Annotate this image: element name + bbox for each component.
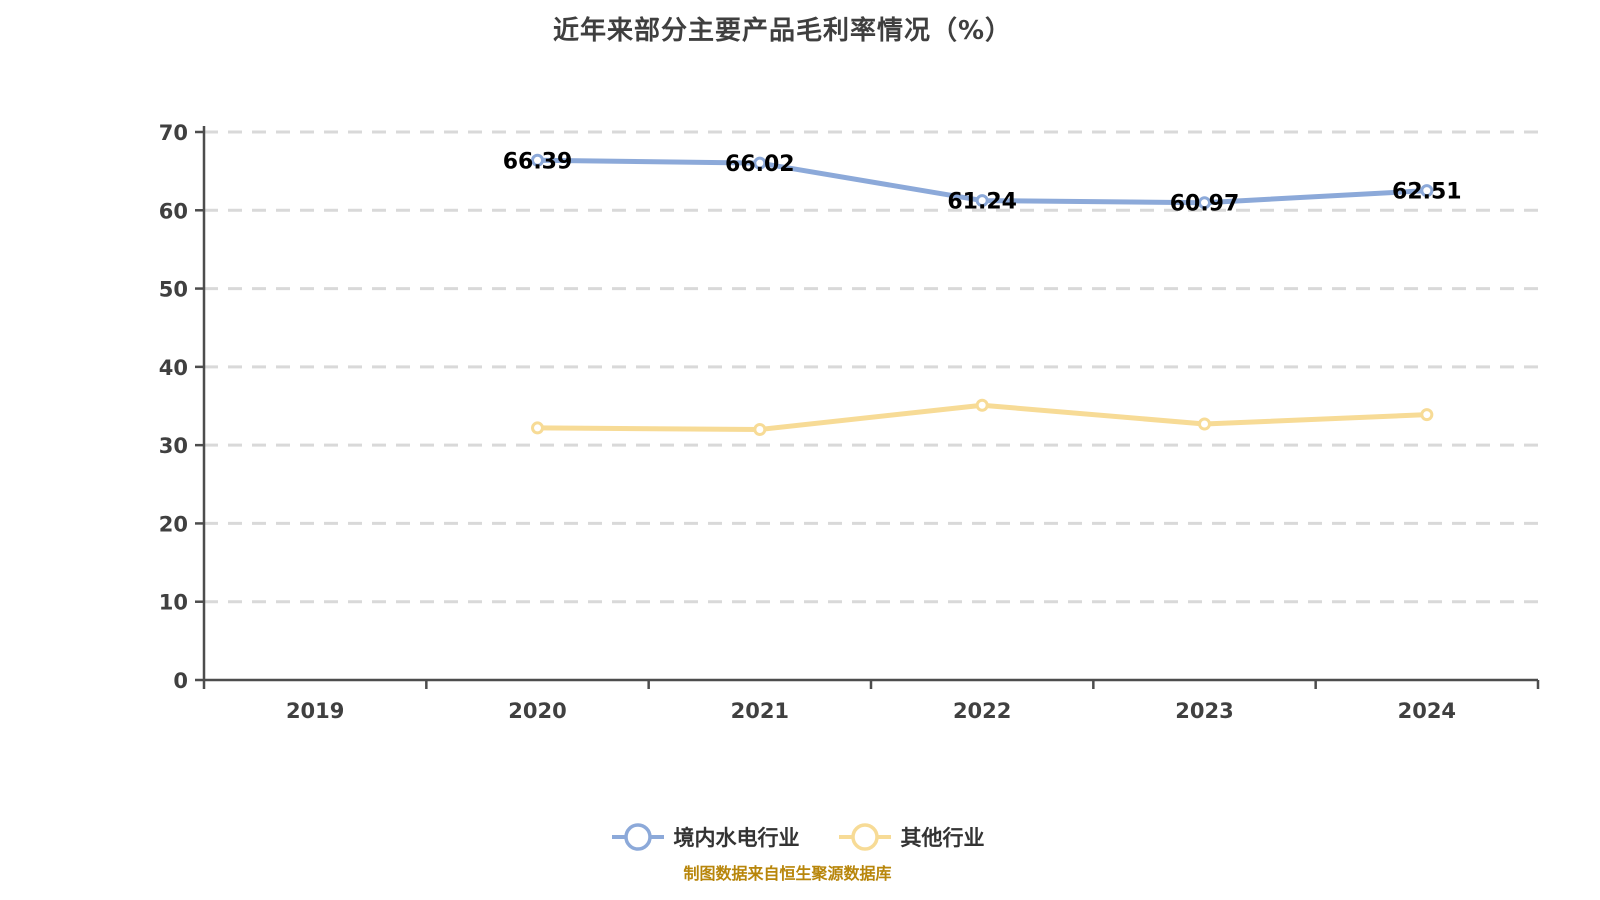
data-label: 60.97 (1170, 192, 1240, 217)
data-point[interactable] (531, 153, 544, 167)
x-tick-label: 2019 (286, 699, 344, 723)
data-label: 62.51 (1392, 180, 1462, 205)
x-tick-label: 2021 (731, 699, 789, 723)
y-tick-label: 70 (159, 121, 188, 145)
y-tick-label: 0 (173, 669, 188, 693)
data-label: 66.02 (725, 152, 795, 177)
data-point[interactable] (753, 156, 767, 170)
y-tick-label: 30 (159, 434, 188, 458)
y-tick-label: 50 (159, 278, 188, 302)
legend-item-domestic-hydro[interactable]: 境内水电行业 (611, 822, 800, 852)
legend-item-other-industry[interactable]: 其他行业 (838, 822, 985, 852)
y-tick-label: 10 (159, 591, 188, 615)
data-label: 61.24 (947, 190, 1017, 215)
line-marker-icon (611, 823, 664, 851)
data-point[interactable] (1420, 408, 1434, 422)
data-point[interactable] (975, 194, 989, 208)
y-tick-label: 60 (159, 199, 188, 223)
legend: 境内水电行业 其他行业 (0, 817, 1595, 857)
y-tick-label: 20 (159, 512, 188, 536)
data-point[interactable] (1420, 184, 1434, 198)
data-point[interactable] (531, 421, 544, 435)
y-tick-label: 40 (159, 356, 188, 380)
legend-label: 其他行业 (900, 826, 985, 850)
x-tick-label: 2020 (508, 699, 566, 723)
line-marker-icon (838, 823, 891, 851)
chart-svg: 0 10 20 30 40 50 60 70 2019 2020 2021 2022 2023 2024 6… (159, 121, 1540, 723)
data-source-caption: 制图数据来自恒生聚源数据库 (683, 864, 892, 883)
data-point[interactable] (753, 422, 767, 436)
chart-title: 近年来部分主要产品毛利率情况（%） (552, 16, 1013, 46)
data-label: 66.39 (503, 149, 573, 174)
data-point[interactable] (1198, 196, 1211, 210)
data-point[interactable] (975, 398, 989, 412)
x-tick-label: 2024 (1398, 699, 1456, 723)
x-tick-label: 2022 (953, 699, 1011, 723)
legend-label: 境内水电行业 (673, 826, 800, 850)
data-point[interactable] (1198, 417, 1211, 431)
x-tick-label: 2023 (1175, 699, 1233, 723)
